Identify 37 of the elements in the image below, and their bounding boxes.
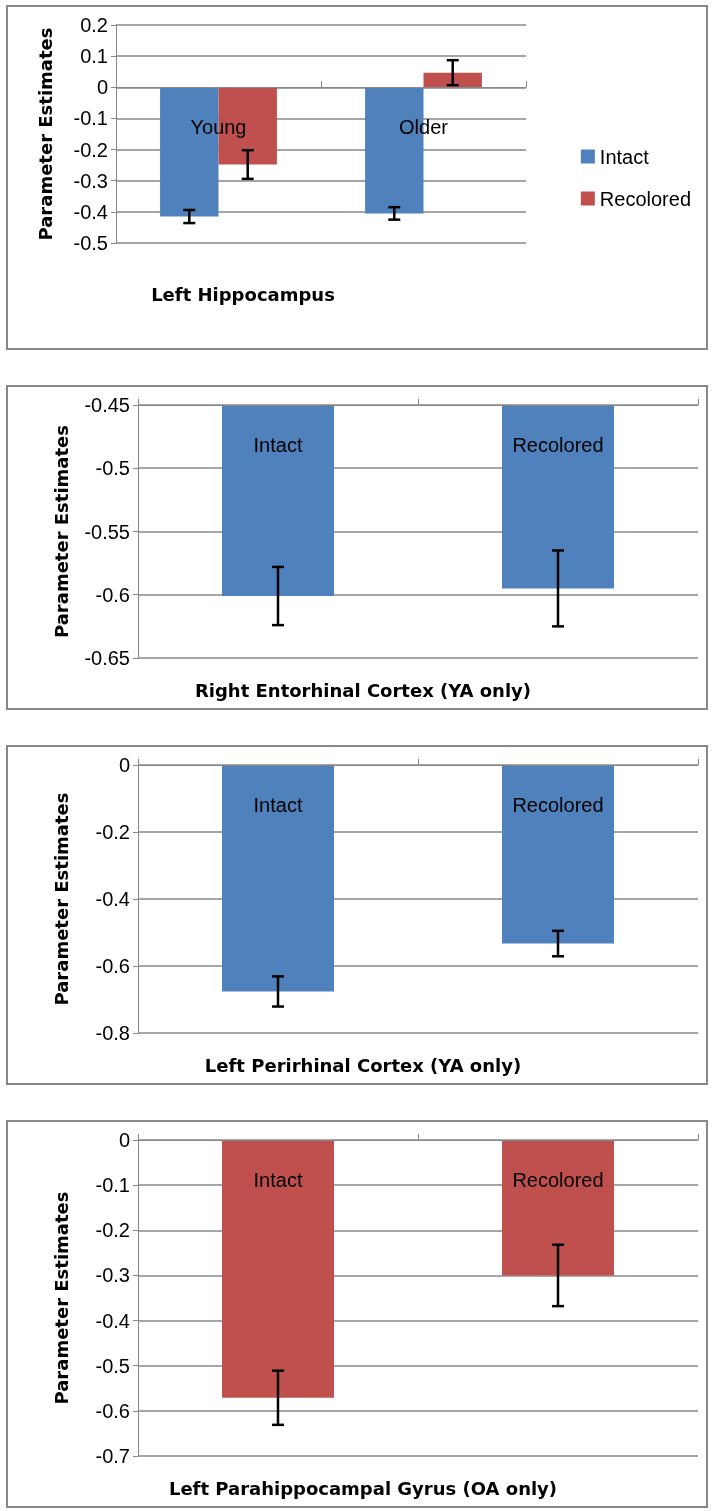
y-axis-title: Parameter Estimates [50, 1191, 72, 1405]
y-tick-label: -0.65 [84, 647, 130, 669]
y-tick-label: -0.45 [84, 394, 130, 416]
y-tick-label: -0.2 [95, 821, 130, 843]
y-tick-label: -0.3 [95, 1264, 130, 1287]
y-tick-label: -0.5 [73, 232, 108, 254]
x-axis-title: Left Perirhinal Cortex (YA only) [204, 1054, 522, 1076]
y-tick-label: -0.3 [73, 169, 108, 192]
x-axis-title: Left Parahippocampal Gyrus (OA only) [168, 1477, 558, 1499]
y-tick-label: -0.4 [95, 1309, 130, 1332]
y-axis-title: Parameter Estimates [50, 424, 72, 639]
legend-label: Intact [599, 145, 650, 168]
x-tick-label: Young [190, 116, 247, 139]
y-tick-label: -0.8 [95, 1022, 130, 1044]
legend-label: Recolored [599, 187, 692, 210]
y-tick-label: -0.55 [84, 520, 130, 543]
y-tick-label: -0.6 [95, 1399, 130, 1422]
x-axis-title: Left Hippocampus [151, 283, 335, 305]
y-tick-label: 0 [118, 1129, 130, 1151]
y-tick-label: -0.2 [95, 1219, 130, 1242]
y-tick-label: -0.1 [95, 1174, 130, 1197]
y-tick-label: 0 [118, 754, 130, 776]
x-axis-title: Right Entorhinal Cortex (YA only) [194, 679, 532, 701]
y-tick-label: 0.2 [80, 14, 108, 36]
y-tick-label: 0 [96, 76, 108, 99]
y-axis-title: Parameter Estimates [50, 792, 72, 1006]
y-tick-label: -0.4 [95, 888, 130, 910]
y-tick-label: 0.1 [80, 45, 108, 68]
y-tick-label: -0.5 [95, 457, 130, 480]
y-tick-label: -0.7 [95, 1445, 130, 1467]
y-tick-label: -0.1 [73, 107, 108, 130]
y-tick-label: -0.6 [95, 583, 130, 606]
y-tick-label: -0.2 [73, 138, 108, 161]
y-axis-title: Parameter Estimates [34, 27, 56, 241]
y-tick-label: -0.4 [73, 200, 108, 223]
y-tick-label: -0.5 [95, 1354, 130, 1377]
y-tick-label: -0.6 [95, 955, 130, 977]
